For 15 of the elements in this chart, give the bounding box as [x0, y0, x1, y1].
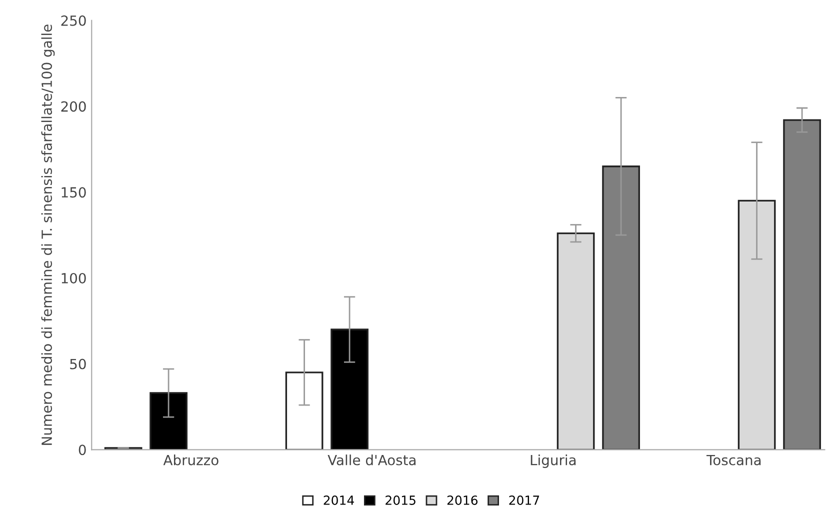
x-tick-label: Toscana [706, 454, 761, 466]
legend-label: 2017 [509, 495, 540, 505]
y-tick-label: 200 [61, 101, 86, 112]
legend-label: 2016 [447, 495, 478, 505]
y-axis-title: Numero medio di femmine di T. sinensis sfarfallate/100 galle [41, 24, 55, 445]
x-tick-label: Liguria [530, 454, 576, 468]
legend-label: 2015 [386, 495, 416, 505]
x-tick-label: Abruzzo [163, 454, 218, 466]
y-tick-label: 50 [70, 358, 86, 370]
y-tick-label: 0 [78, 444, 86, 456]
legend-label: 2014 [324, 495, 354, 505]
y-tick-label: 100 [62, 272, 86, 284]
y-tick-label: 250 [61, 15, 86, 26]
x-tick-label: Valle d'Aosta [328, 454, 416, 466]
y-tick-label: 150 [62, 187, 86, 198]
